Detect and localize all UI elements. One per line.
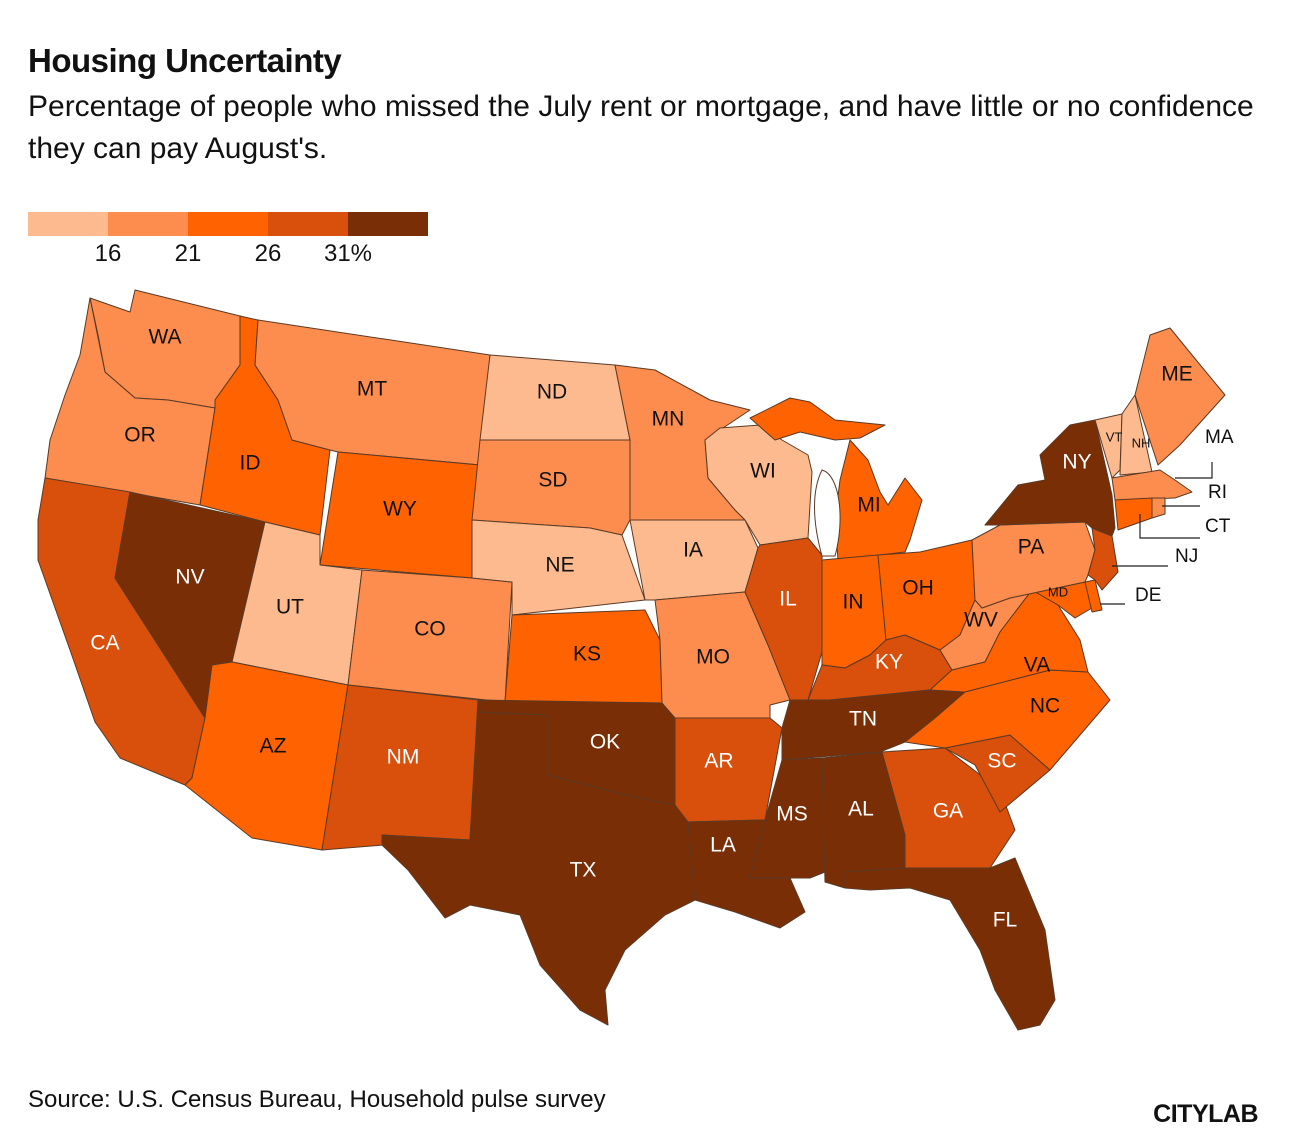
state-de[interactable]: [1084, 579, 1103, 613]
state-label: UT: [276, 596, 304, 619]
source-note: Source: U.S. Census Bureau, Household pu…: [28, 1086, 606, 1113]
state-label: NM: [387, 746, 420, 769]
legend-tick: 16: [94, 240, 122, 267]
citylab-logo: CITYLAB: [1153, 1100, 1258, 1128]
state-label: SD: [538, 469, 567, 492]
state-label: NY: [1062, 451, 1091, 474]
state-label: OK: [590, 731, 620, 754]
state-ri[interactable]: [1151, 497, 1166, 519]
legend-swatch: [188, 212, 268, 236]
state-label: VA: [1024, 654, 1050, 677]
state-tx[interactable]: [381, 711, 696, 1026]
state-label: OH: [902, 577, 934, 600]
state-label: KS: [573, 643, 601, 666]
lake-michigan: [814, 469, 841, 557]
state-label: PA: [1018, 536, 1044, 559]
legend-tick: 21: [174, 240, 202, 267]
state-label: ID: [240, 452, 261, 475]
state-label: MI: [857, 494, 880, 517]
state-label: OR: [124, 424, 156, 447]
state-ct[interactable]: [1114, 497, 1153, 531]
state-label: AL: [848, 798, 874, 821]
state-fl[interactable]: [844, 857, 1056, 1031]
state-label: KY: [875, 651, 903, 674]
state-label: FL: [993, 909, 1018, 932]
state-label: AZ: [260, 735, 287, 758]
state-ny[interactable]: [984, 419, 1116, 537]
legend-swatch: [268, 212, 348, 236]
state-label: WI: [750, 460, 776, 483]
state-label: GA: [933, 800, 963, 823]
state-mi-upper[interactable]: [749, 397, 886, 441]
state-label: MN: [652, 408, 685, 431]
state-nc[interactable]: [904, 669, 1111, 771]
state-label: NC: [1030, 695, 1060, 718]
legend-swatch: [348, 212, 428, 236]
state-label: MS: [776, 803, 808, 826]
state-label: NH: [1132, 435, 1151, 450]
state-label: IA: [683, 539, 703, 562]
state-label: LA: [710, 834, 736, 857]
state-label: NV: [175, 566, 204, 589]
state-label: RI: [1208, 482, 1227, 503]
legend-tick: 31%: [323, 240, 373, 267]
legend-tick: 26: [254, 240, 282, 267]
state-label: ND: [537, 381, 567, 404]
state-label: CT: [1205, 516, 1231, 537]
state-co[interactable]: [347, 569, 513, 703]
chart-title: Housing Uncertainty: [28, 42, 342, 79]
chart-subtitle: Percentage of people who missed the July…: [28, 90, 1254, 165]
leader-line-ct: [1139, 514, 1200, 539]
legend-swatch: [108, 212, 188, 236]
color-legend: 16 21 26 31%: [28, 212, 428, 282]
state-label: WA: [148, 326, 181, 349]
state-label: MD: [1048, 584, 1068, 599]
state-label: ME: [1161, 363, 1193, 386]
state-label: CA: [90, 632, 119, 655]
state-nj[interactable]: [1087, 527, 1119, 591]
state-label: MT: [357, 378, 387, 401]
state-label: TX: [570, 859, 597, 882]
state-label: WV: [964, 609, 998, 632]
state-label: DE: [1135, 585, 1161, 606]
state-label: NJ: [1175, 546, 1198, 567]
state-label: VT: [1106, 429, 1123, 444]
state-label: AR: [704, 750, 733, 773]
state-label: IN: [843, 591, 864, 614]
state-label: IL: [779, 588, 797, 611]
state-label: MO: [696, 646, 730, 669]
state-label: SC: [987, 750, 1016, 773]
state-label: MA: [1205, 427, 1234, 448]
state-ne[interactable]: [471, 519, 646, 616]
state-me[interactable]: [1134, 327, 1226, 466]
state-label: NE: [545, 554, 574, 577]
state-label: CO: [414, 618, 446, 641]
legend-swatch: [28, 212, 108, 236]
state-label: WY: [383, 498, 417, 521]
leader-line-ma: [1175, 462, 1213, 479]
state-wi[interactable]: [704, 424, 813, 546]
state-label: TN: [849, 708, 877, 731]
